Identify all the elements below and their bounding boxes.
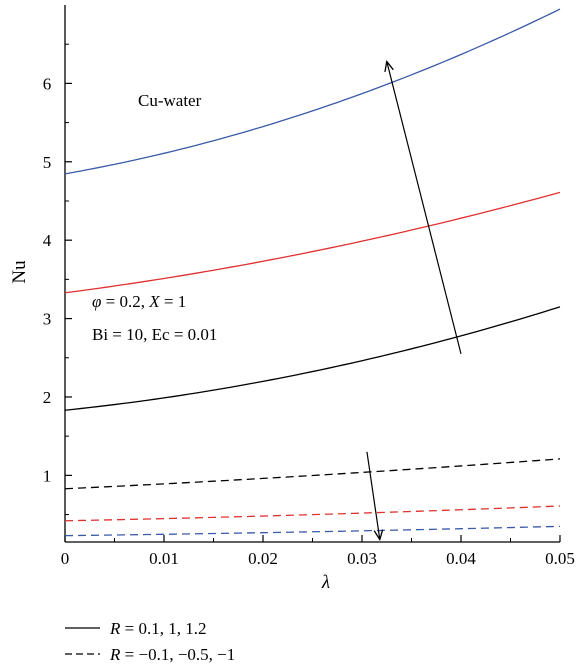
series-line-6	[64, 525, 561, 537]
series-line-5	[64, 505, 561, 522]
x-tick-label: 0	[61, 549, 70, 568]
x-value: = 1	[160, 292, 187, 311]
legend-label-solid: R = 0.1, 1, 1.2	[109, 619, 206, 638]
legend: R = 0.1, 1, 1.2 R = −0.1, −0.5, −1	[65, 619, 235, 664]
series-line-1	[64, 8, 561, 175]
x-tick-label: 0.01	[149, 549, 179, 568]
annotation-fluid: Cu-water	[138, 91, 202, 110]
phi-symbol: φ	[92, 292, 101, 311]
x-tick-label: 0.04	[446, 549, 476, 568]
y-tick-label: 1	[43, 466, 52, 485]
x-symbol: X	[148, 292, 160, 311]
y-tick-label: 3	[43, 310, 52, 329]
trend-arrow-1	[387, 61, 462, 355]
y-tick-label: 5	[43, 153, 52, 172]
y-tick-label: 6	[43, 74, 52, 93]
y-axis-label: Nu	[9, 260, 30, 284]
series-line-3	[64, 306, 561, 411]
series-line-4	[64, 458, 561, 490]
arrows	[366, 61, 462, 540]
legend-symbol-solid: R	[109, 619, 121, 638]
legend-text-dashed: = −0.1, −0.5, −1	[120, 645, 235, 664]
legend-text-solid: = 0.1, 1, 1.2	[120, 619, 206, 638]
x-axis-label: λ	[321, 572, 330, 593]
series-lines	[64, 8, 561, 537]
plot-area: 0 0.01 0.02 0.03 0.04 0.05 1 2 3 4 5 6	[43, 5, 575, 568]
phi-value: = 0.2,	[101, 292, 149, 311]
annotation-params-1: φ = 0.2, X = 1	[92, 292, 186, 311]
x-tick-label: 0.05	[545, 549, 575, 568]
legend-label-dashed: R = −0.1, −0.5, −1	[109, 645, 235, 664]
y-tick-label: 4	[43, 231, 52, 250]
annotation-params-2: Bi = 10, Ec = 0.01	[92, 325, 217, 344]
y-tick-label: 2	[43, 388, 52, 407]
legend-symbol-dashed: R	[109, 645, 121, 664]
series-line-2	[64, 191, 561, 294]
trend-arrow-2	[366, 451, 380, 540]
x-tick-label: 0.02	[248, 549, 278, 568]
x-tick-label: 0.03	[347, 549, 377, 568]
